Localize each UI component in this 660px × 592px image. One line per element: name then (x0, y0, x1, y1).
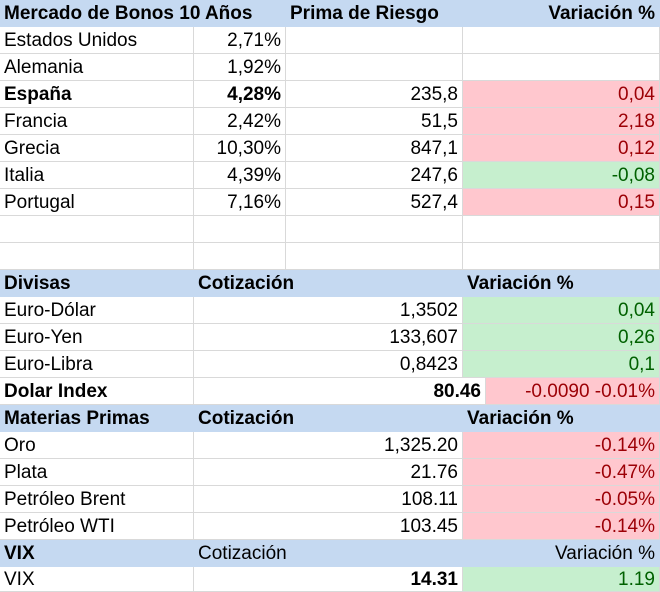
bond-premium[interactable] (286, 27, 463, 54)
table-row: Euro-Yen 133,607 0,26 (0, 324, 660, 351)
bond-country[interactable]: Portugal (0, 189, 194, 216)
vix-quote[interactable]: 14.31 (194, 567, 463, 592)
commodity-quote[interactable]: 103.45 (194, 513, 463, 540)
commodity-name[interactable]: Plata (0, 459, 194, 486)
bond-premium[interactable]: 235,8 (286, 81, 463, 108)
bond-yield[interactable]: 7,16% (194, 189, 286, 216)
table-row: Euro-Dólar 1,3502 0,04 (0, 297, 660, 324)
commodities-header-change[interactable]: Variación % (463, 405, 660, 432)
empty-row (0, 243, 660, 270)
commodities-header-quote[interactable]: Cotización (194, 405, 463, 432)
table-row: VIX 14.31 1.19 (0, 567, 660, 592)
currency-quote[interactable]: 0,8423 (194, 351, 463, 378)
bond-country[interactable]: España (0, 81, 194, 108)
bond-yield[interactable]: 2,71% (194, 27, 286, 54)
commodity-change[interactable]: -0.47% (463, 459, 660, 486)
bonds-header-market[interactable]: Mercado de Bonos 10 Años (0, 0, 286, 27)
currency-change[interactable]: 0,26 (463, 324, 660, 351)
commodity-quote[interactable]: 1,325.20 (194, 432, 463, 459)
bond-yield[interactable]: 2,42% (194, 108, 286, 135)
bond-change[interactable]: 2,18 (463, 108, 660, 135)
commodity-name[interactable]: Oro (0, 432, 194, 459)
bond-premium[interactable] (286, 54, 463, 81)
currencies-header-change[interactable]: Variación % (463, 270, 660, 297)
bond-change[interactable] (463, 27, 660, 54)
bond-change[interactable] (463, 54, 660, 81)
table-row: Dolar Index 80.46 -0.0090 -0.01% (0, 378, 660, 405)
vix-header-name[interactable]: VIX (0, 540, 194, 567)
bond-yield[interactable]: 1,92% (194, 54, 286, 81)
table-row: Alemania 1,92% (0, 54, 660, 81)
vix-change[interactable]: 1.19 (463, 567, 660, 592)
bond-yield[interactable]: 4,28% (194, 81, 286, 108)
bond-premium[interactable]: 847,1 (286, 135, 463, 162)
bond-premium[interactable]: 247,6 (286, 162, 463, 189)
commodity-quote[interactable]: 108.11 (194, 486, 463, 513)
commodity-change[interactable]: -0.05% (463, 486, 660, 513)
vix-name[interactable]: VIX (0, 567, 194, 592)
table-row: Petróleo Brent 108.11 -0.05% (0, 486, 660, 513)
table-row: España 4,28% 235,8 0,04 (0, 81, 660, 108)
currency-change[interactable]: 0,04 (463, 297, 660, 324)
bond-country[interactable]: Italia (0, 162, 194, 189)
empty-row (0, 216, 660, 243)
dollar-index-change[interactable]: -0.0090 -0.01% (486, 378, 660, 405)
bond-country[interactable]: Estados Unidos (0, 27, 194, 54)
currency-quote[interactable]: 133,607 (194, 324, 463, 351)
table-row: Portugal 7,16% 527,4 0,15 (0, 189, 660, 216)
commodity-change[interactable]: -0.14% (463, 513, 660, 540)
bond-change[interactable]: -0,08 (463, 162, 660, 189)
currencies-header-quote[interactable]: Cotización (194, 270, 463, 297)
table-row: Grecia 10,30% 847,1 0,12 (0, 135, 660, 162)
empty-cell[interactable] (463, 216, 660, 243)
bond-premium[interactable]: 51,5 (286, 108, 463, 135)
commodities-header-name[interactable]: Materias Primas (0, 405, 194, 432)
commodities-header-row: Materias Primas Cotización Variación % (0, 405, 660, 432)
vix-header-quote[interactable]: Cotización (194, 540, 463, 567)
vix-header-change[interactable]: Variación % (463, 540, 660, 567)
empty-cell[interactable] (0, 243, 194, 270)
dollar-index-quote[interactable]: 80.46 (194, 378, 486, 405)
bond-country[interactable]: Grecia (0, 135, 194, 162)
bonds-header-row: Mercado de Bonos 10 Años Prima de Riesgo… (0, 0, 660, 27)
currency-change[interactable]: 0,1 (463, 351, 660, 378)
commodity-change[interactable]: -0.14% (463, 432, 660, 459)
table-row: Francia 2,42% 51,5 2,18 (0, 108, 660, 135)
table-row: Petróleo WTI 103.45 -0.14% (0, 513, 660, 540)
commodity-name[interactable]: Petróleo WTI (0, 513, 194, 540)
bond-premium[interactable]: 527,4 (286, 189, 463, 216)
empty-cell[interactable] (286, 216, 463, 243)
commodity-name[interactable]: Petróleo Brent (0, 486, 194, 513)
table-row: Estados Unidos 2,71% (0, 27, 660, 54)
bond-yield[interactable]: 10,30% (194, 135, 286, 162)
empty-cell[interactable] (286, 243, 463, 270)
bonds-header-premium[interactable]: Prima de Riesgo (286, 0, 463, 27)
vix-header-row: VIX Cotización Variación % (0, 540, 660, 567)
empty-cell[interactable] (0, 216, 194, 243)
bond-country[interactable]: Francia (0, 108, 194, 135)
bonds-header-change[interactable]: Variación % (463, 0, 660, 27)
currency-name[interactable]: Euro-Yen (0, 324, 194, 351)
table-row: Oro 1,325.20 -0.14% (0, 432, 660, 459)
table-row: Italia 4,39% 247,6 -0,08 (0, 162, 660, 189)
table-row: Plata 21.76 -0.47% (0, 459, 660, 486)
bond-change[interactable]: 0,12 (463, 135, 660, 162)
currencies-header-name[interactable]: Divisas (0, 270, 194, 297)
currency-name[interactable]: Euro-Dólar (0, 297, 194, 324)
table-row: Euro-Libra 0,8423 0,1 (0, 351, 660, 378)
commodity-quote[interactable]: 21.76 (194, 459, 463, 486)
bond-change[interactable]: 0,15 (463, 189, 660, 216)
empty-cell[interactable] (463, 243, 660, 270)
empty-cell[interactable] (194, 243, 286, 270)
currency-quote[interactable]: 1,3502 (194, 297, 463, 324)
dollar-index-name[interactable]: Dolar Index (0, 378, 194, 405)
bond-country[interactable]: Alemania (0, 54, 194, 81)
currencies-header-row: Divisas Cotización Variación % (0, 270, 660, 297)
bond-yield[interactable]: 4,39% (194, 162, 286, 189)
currency-name[interactable]: Euro-Libra (0, 351, 194, 378)
bond-change[interactable]: 0,04 (463, 81, 660, 108)
empty-cell[interactable] (194, 216, 286, 243)
